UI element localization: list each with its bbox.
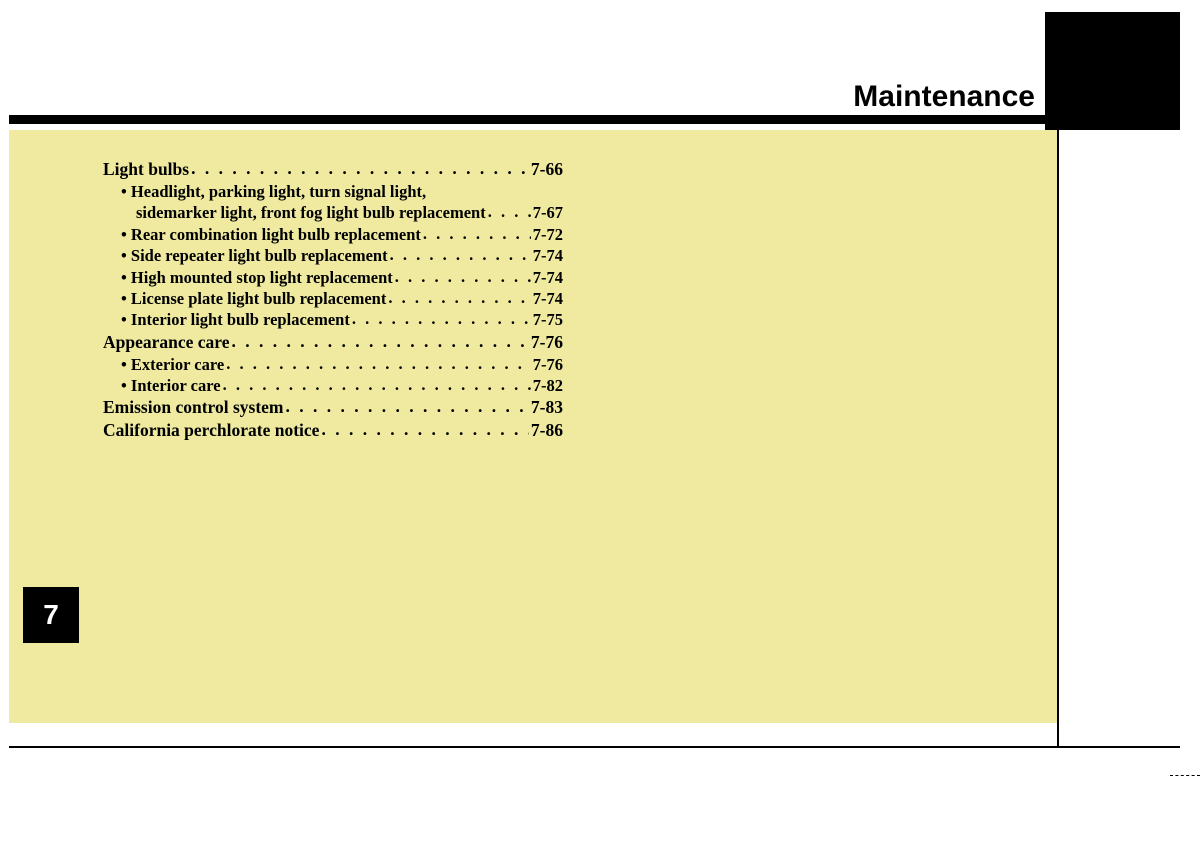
toc-label: Exterior care [121, 354, 224, 375]
manual-page: Maintenance Light bulbs 7-66 Headlight, … [0, 0, 1200, 861]
toc-label: Emission control system [103, 396, 284, 419]
chapter-number: 7 [43, 599, 59, 631]
toc-subentry: Interior care 7-82 [103, 375, 563, 396]
toc-page: 7-86 [531, 419, 563, 442]
chapter-number-badge: 7 [23, 587, 79, 643]
toc-leader [388, 287, 530, 308]
table-of-contents: Light bulbs 7-66 Headlight, parking ligh… [103, 158, 563, 442]
toc-page: 7-75 [533, 309, 563, 330]
toc-label: Appearance care [103, 331, 230, 354]
toc-entry: Appearance care 7-76 [103, 331, 563, 354]
rule-top [9, 115, 1045, 124]
toc-page: 7-82 [533, 375, 563, 396]
toc-leader [286, 395, 529, 418]
toc-subentry: Exterior care 7-76 [103, 354, 563, 375]
toc-page: 7-66 [531, 158, 563, 181]
toc-leader [232, 330, 529, 353]
toc-entry: Emission control system 7-83 [103, 396, 563, 419]
toc-page: 7-74 [533, 245, 563, 266]
toc-label: License plate light bulb replacement [121, 288, 386, 309]
toc-leader [223, 374, 531, 395]
toc-subentry: Interior light bulb replacement 7-75 [103, 309, 563, 330]
toc-label: Rear combination light bulb replacement [121, 224, 421, 245]
toc-page: 7-67 [533, 202, 563, 223]
corner-tab-block [1045, 12, 1180, 130]
toc-page: 7-74 [533, 288, 563, 309]
crop-mark [1170, 775, 1200, 776]
toc-label: Interior care [121, 375, 221, 396]
toc-page: 7-83 [531, 396, 563, 419]
toc-subentry: License plate light bulb replacement 7-7… [103, 288, 563, 309]
toc-label: sidemarker light, front fog light bulb r… [136, 202, 486, 223]
toc-leader [352, 308, 531, 329]
toc-leader [226, 353, 531, 374]
rule-right [1057, 130, 1059, 748]
toc-subentry: High mounted stop light replacement 7-74 [103, 267, 563, 288]
toc-entry: California perchlorate notice 7-86 [103, 419, 563, 442]
toc-label: Headlight, parking light, turn signal li… [121, 181, 426, 202]
toc-label: Side repeater light bulb replacement [121, 245, 388, 266]
toc-leader [395, 266, 531, 287]
toc-leader [423, 223, 531, 244]
rule-bottom [9, 746, 1180, 748]
toc-label: Interior light bulb replacement [121, 309, 350, 330]
toc-label: Light bulbs [103, 158, 189, 181]
toc-subentry-continuation: sidemarker light, front fog light bulb r… [103, 202, 563, 223]
toc-subentry: Headlight, parking light, turn signal li… [103, 181, 563, 202]
toc-page: 7-74 [533, 267, 563, 288]
toc-leader [390, 244, 531, 265]
toc-page: 7-76 [533, 354, 563, 375]
toc-leader [321, 418, 528, 441]
toc-page: 7-76 [531, 331, 563, 354]
toc-label: High mounted stop light replacement [121, 267, 393, 288]
toc-leader [191, 157, 529, 180]
toc-subentry: Rear combination light bulb replacement … [103, 224, 563, 245]
content-panel: Light bulbs 7-66 Headlight, parking ligh… [9, 130, 1057, 723]
toc-subentry: Side repeater light bulb replacement 7-7… [103, 245, 563, 266]
toc-entry: Light bulbs 7-66 [103, 158, 563, 181]
toc-leader [488, 201, 531, 222]
toc-label: California perchlorate notice [103, 419, 319, 442]
toc-page: 7-72 [533, 224, 563, 245]
section-title: Maintenance [853, 80, 1035, 114]
